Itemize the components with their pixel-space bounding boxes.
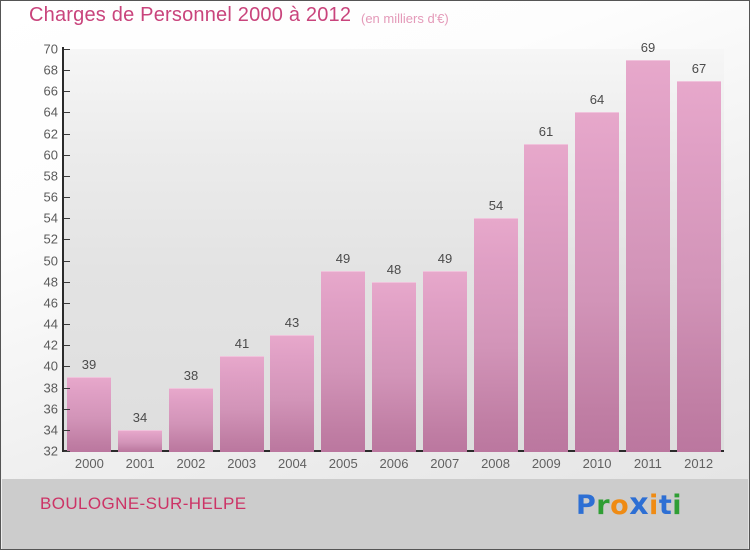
logo-letter-x: x [629, 487, 650, 522]
logo-letter-p: P [576, 490, 597, 521]
proxiti-logo[interactable]: Proxiti [576, 487, 682, 522]
y-axis-tick [64, 175, 70, 177]
logo-letter-i2: i [672, 490, 682, 521]
y-axis-tick [64, 239, 70, 241]
logo-letter-t: t [658, 490, 673, 521]
bar[interactable] [474, 218, 518, 452]
bar-value-label: 67 [691, 60, 707, 76]
page-title: Charges de Personnel 2000 à 2012 [29, 4, 352, 26]
y-axis-tick [64, 408, 70, 410]
chart-subtitle: (en milliers d'€) [361, 11, 449, 26]
bar[interactable] [169, 387, 213, 452]
location-label: BOULOGNE-SUR-HELPE [40, 494, 247, 513]
y-axis-tick-label: 64 [43, 104, 58, 120]
y-axis-tick [64, 218, 70, 220]
y-axis-tick [64, 133, 70, 135]
y-axis-tick [64, 112, 70, 114]
y-axis-tick [64, 70, 70, 72]
y-axis-tick-label: 46 [43, 295, 58, 311]
bar[interactable] [524, 144, 568, 452]
y-axis-tick [64, 281, 70, 283]
bar[interactable] [118, 429, 162, 452]
y-axis-line [62, 47, 64, 451]
x-axis-tick-label: 2009 [531, 456, 561, 471]
x-axis-tick-label: 2002 [176, 456, 206, 471]
y-axis-tick-label: 44 [43, 316, 58, 332]
bar[interactable] [321, 271, 365, 452]
bar-value-label: 34 [132, 409, 148, 425]
y-axis-tick-label: 56 [43, 189, 58, 205]
y-axis-tick [64, 324, 70, 326]
bar-value-label: 54 [488, 198, 504, 214]
x-axis-tick-label: 2003 [227, 456, 257, 471]
bar-value-label: 61 [538, 124, 554, 140]
bar[interactable] [372, 281, 416, 452]
bar-value-label: 39 [81, 356, 97, 372]
y-axis-tick [64, 451, 70, 452]
x-axis-tick-label: 2012 [684, 456, 714, 471]
y-axis-tick-label: 50 [43, 253, 58, 269]
y-axis-tick [64, 91, 70, 93]
x-axis-tick-label: 2011 [633, 456, 662, 471]
bar-value-label: 38 [183, 367, 199, 383]
bar-value-label: 49 [335, 251, 351, 267]
y-axis-tick [64, 366, 70, 368]
chart-footer: BOULOGNE-SUR-HELPE Proxiti [2, 479, 748, 549]
y-axis-tick-label: 54 [43, 210, 58, 226]
bar-value-label: 49 [437, 251, 453, 267]
y-axis-tick [64, 429, 70, 431]
x-axis-tick-label: 2006 [379, 456, 409, 471]
x-axis-tick-label: 2001 [125, 456, 155, 471]
bar-value-label: 43 [284, 314, 300, 330]
bar-value-label: 69 [640, 39, 656, 55]
logo-letter-r: r [596, 490, 611, 521]
bar[interactable] [270, 334, 314, 452]
y-axis-tick [64, 154, 70, 156]
bar-value-label: 64 [589, 92, 605, 108]
y-axis-tick-label: 58 [43, 168, 58, 184]
chart-header: Charges de Personnel 2000 à 2012 (en mil… [1, 1, 749, 35]
y-axis-tick-label: 68 [43, 62, 58, 78]
y-axis-tick-label: 40 [43, 358, 58, 374]
y-axis-tick-label: 62 [43, 126, 58, 142]
bar[interactable] [423, 271, 467, 452]
x-axis-tick-label: 2008 [481, 456, 510, 471]
y-axis-tick-label: 38 [43, 380, 58, 396]
y-axis-tick [64, 197, 70, 199]
bar[interactable] [626, 59, 670, 452]
logo-letter-o: o [610, 490, 630, 521]
y-axis-tick-label: 66 [43, 83, 58, 99]
y-axis-tick [64, 302, 70, 304]
bar[interactable] [575, 112, 619, 452]
y-axis-tick-label: 52 [43, 231, 58, 247]
logo-letter-i1: i [649, 490, 659, 521]
bar[interactable] [220, 355, 264, 452]
y-axis-tick [64, 260, 70, 262]
x-axis-tick-label: 2004 [277, 456, 307, 471]
y-axis-tick-label: 34 [43, 422, 58, 438]
bar[interactable] [677, 80, 721, 452]
y-axis-tick-label: 60 [43, 147, 58, 163]
bar[interactable] [67, 376, 111, 452]
y-axis-tick-label: 42 [43, 337, 58, 353]
bar-value-label: 48 [386, 261, 402, 277]
y-axis-tick-label: 36 [43, 401, 58, 417]
x-axis-tick-label: 2007 [430, 456, 460, 471]
bar-value-label: 41 [234, 335, 250, 351]
y-axis-tick [64, 345, 70, 347]
x-axis-tick-label: 2005 [328, 456, 358, 471]
y-axis-tick-label: 70 [43, 41, 58, 57]
x-axis-tick-label: 2010 [582, 456, 612, 471]
y-axis-labels: 32 34 36 38 40 42 44 46 48 50 52 54 56 58 60 62 64 66 68 70 [1, 1, 58, 551]
y-axis-tick-label: 48 [43, 274, 58, 290]
y-axis-tick [64, 49, 70, 50]
y-axis-tick [64, 387, 70, 389]
x-axis-tick-label: 2000 [74, 456, 104, 471]
y-axis-tick-label: 32 [43, 443, 58, 459]
